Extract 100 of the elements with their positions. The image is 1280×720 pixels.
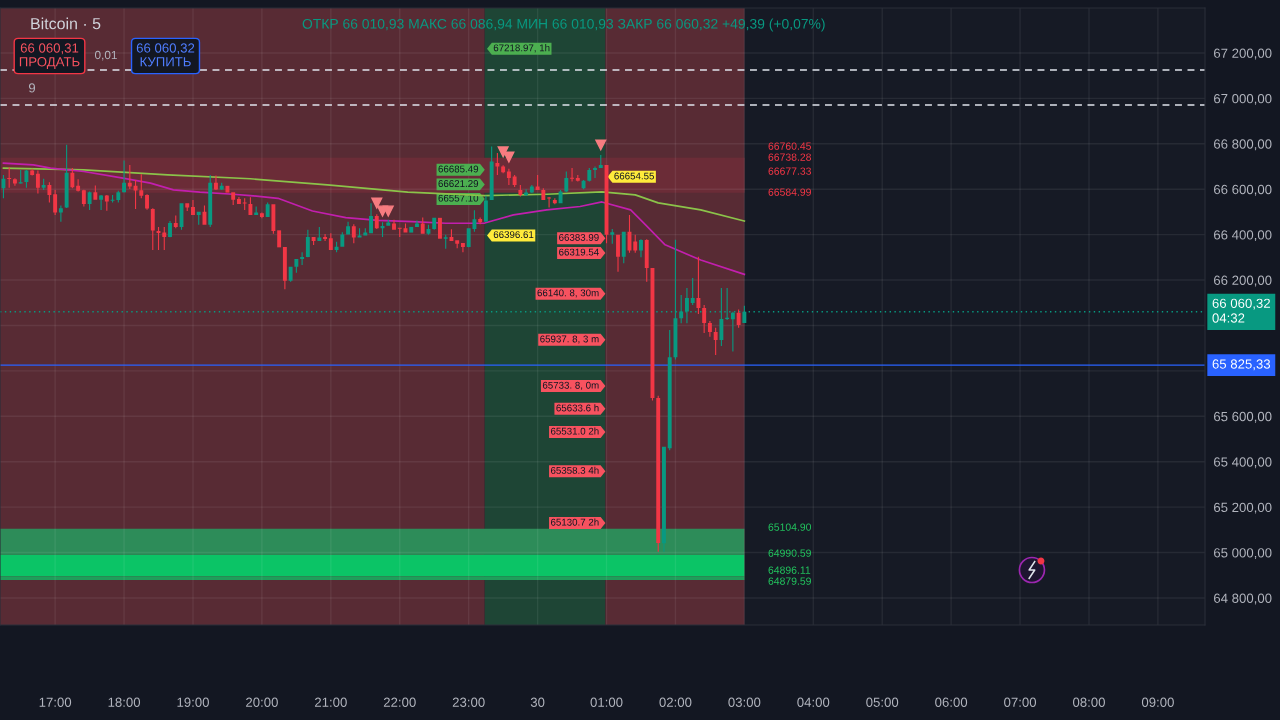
candlestick [443,234,448,249]
candlestick [145,194,149,210]
candlestick [277,230,282,248]
candlestick [679,295,684,324]
candlestick [707,320,712,337]
y-tick-label: 66 600,00 [1214,184,1272,196]
candlestick [12,178,17,186]
x-tick-label: 21:00 [314,697,347,707]
annotation: 66140. 8, 30m [537,289,599,298]
candlestick [351,224,356,244]
x-tick-label: 19:00 [177,697,209,707]
annotation: 65104.90 [768,523,812,531]
candlestick [173,215,178,229]
candlestick [168,221,172,238]
annotation: 66584.99 [768,188,811,196]
candlestick [1,174,6,199]
annotation: 66319.54 [559,248,599,256]
candlestick [311,236,316,246]
annotation: 66 060,32 КУПИТЬ [136,43,195,67]
annotation: 65733. 8, 0m [542,381,599,390]
candlestick [300,252,305,266]
x-tick-label: 09:00 [1141,697,1174,707]
candlestick [116,190,121,203]
candlestick [53,189,58,215]
chart-title: Bitcoin · 5 [31,17,101,30]
y-tick-label: 66 800,00 [1214,139,1272,151]
candlestick [644,239,649,282]
x-tick-label: 03:00 [728,697,761,707]
candlestick [357,228,362,238]
candlestick [593,166,597,179]
candlestick [633,234,638,253]
y-tick-label: 64 800,00 [1214,593,1272,605]
candlestick [621,231,626,264]
candlestick [374,214,379,229]
candlestick [214,175,218,190]
annotation: 66738.28 [768,153,811,161]
candlestick [575,174,580,182]
x-tick-label: 20:00 [246,697,278,707]
candlestick [328,233,333,251]
candlestick [455,240,460,249]
candlestick [541,188,546,200]
candlestick [667,330,672,451]
candlestick [104,194,109,211]
candlestick [369,203,373,234]
y-tick-label: 65 200,00 [1214,502,1272,514]
ref-line-label: 65 825,33 [1212,359,1271,371]
candlestick [41,178,46,190]
candlestick [529,184,534,194]
candlestick [340,232,345,247]
annotation: 64896.11 [768,566,811,574]
annotation: 66677.33 [768,167,811,175]
candlestick [150,208,155,251]
candlestick [449,229,454,241]
candlestick [702,305,707,333]
candlestick [7,167,12,188]
candlestick [93,185,98,200]
candlestick [656,395,661,552]
candlestick [35,170,40,194]
annotation: 66557.10 [438,194,479,202]
candlestick [248,197,253,215]
annotation: 66396.61 [493,231,534,239]
candlestick [346,221,351,235]
y-tick-label: 66 200,00 [1214,275,1272,287]
candlestick [334,241,339,253]
annotation: 64990.59 [768,549,811,557]
candlestick [323,233,328,241]
candlestick [616,234,620,272]
x-tick-label: 17:00 [39,697,72,707]
ref-line-label: 66 060,32 04:32 [1212,298,1270,323]
candlestick [196,211,201,225]
candlestick [18,169,23,184]
candlestick [662,446,666,552]
candlestick [483,195,488,222]
annotation: 65633.6 h [556,404,599,412]
candlestick [208,174,213,227]
candlestick [506,168,511,185]
candlestick [191,199,195,215]
candlestick [271,204,276,234]
candlestick [397,227,402,237]
annotation: 9 [28,83,36,93]
x-tick-label: 22:00 [383,697,416,707]
candlestick [363,228,368,236]
candlestick [415,220,419,227]
candlestick [288,266,293,282]
candlestick [409,226,414,233]
annotation: 64879.59 [768,577,811,585]
x-tick-label: 23:00 [452,697,485,707]
candlestick [386,219,391,226]
candlestick [64,144,69,209]
candlestick [742,305,747,323]
candlestick [696,256,701,315]
candlestick [598,154,603,169]
y-tick-label: 67 200,00 [1214,48,1272,60]
candlestick [524,189,529,197]
x-tick-label: 08:00 [1072,697,1105,707]
candlestick [99,194,104,210]
candlestick [305,229,310,258]
candlestick [392,219,396,230]
candlestick [438,217,442,239]
candlestick [495,153,500,175]
